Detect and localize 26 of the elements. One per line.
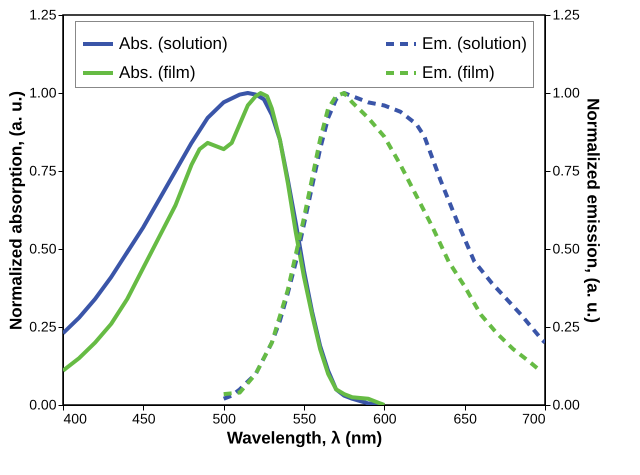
y-tick-label: 0.00: [29, 396, 57, 412]
legend-label: Em. (film): [422, 63, 495, 82]
legend-label: Em. (solution): [422, 34, 527, 53]
y-tick-label: 0.25: [29, 318, 57, 334]
y2-tick-label: 1.25: [552, 6, 580, 22]
y-axis-title: Normalized absorption, (a. u.): [6, 91, 26, 330]
y2-tick-label: 0.00: [552, 396, 580, 412]
y2-tick-label: 1.00: [552, 84, 580, 100]
x-tick-label: 500: [212, 410, 236, 426]
x-tick-label: 700: [522, 410, 546, 426]
x-tick-label: 400: [64, 410, 88, 426]
y2-axis-title: Normalized emission, (a. u.): [584, 98, 603, 323]
x-tick-label: 600: [373, 410, 397, 426]
legend-label: Abs. (film): [119, 63, 196, 82]
y-tick-label: 0.50: [29, 240, 57, 256]
x-tick-label: 650: [453, 410, 478, 426]
y2-tick-label: 0.50: [552, 240, 580, 256]
x-tick-label: 550: [292, 410, 316, 426]
x-axis-title: Wavelength, λ (nm): [226, 428, 382, 448]
x-tick-label: 450: [132, 410, 156, 426]
y2-tick-label: 0.25: [552, 318, 580, 334]
y2-tick-label: 0.75: [552, 162, 580, 178]
y-tick-label: 1.00: [29, 84, 57, 100]
y-tick-label: 0.75: [29, 162, 57, 178]
y-tick-label: 1.25: [29, 6, 57, 22]
legend-label: Abs. (solution): [119, 34, 228, 53]
